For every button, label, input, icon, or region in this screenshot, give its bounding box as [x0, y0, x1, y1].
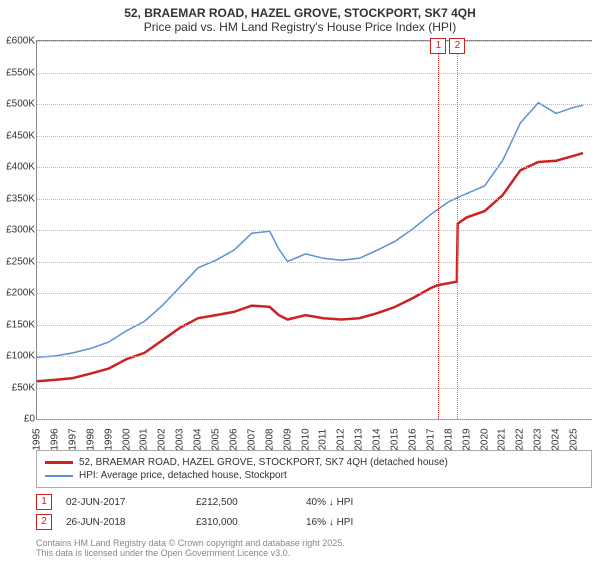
x-axis-label: 1998: [85, 428, 96, 450]
event-row: 2 26-JUN-2018£310,00016% ↓ HPI: [36, 514, 592, 530]
legend: 52, BRAEMAR ROAD, HAZEL GROVE, STOCKPORT…: [36, 450, 592, 488]
x-axis-label: 2003: [175, 428, 186, 450]
gridline: [37, 325, 592, 326]
title-line2: Price paid vs. HM Land Registry's House …: [0, 20, 600, 34]
y-axis-label: £300K: [3, 225, 35, 236]
legend-swatch: [45, 461, 73, 464]
chart-container: 52, BRAEMAR ROAD, HAZEL GROVE, STOCKPORT…: [0, 0, 600, 558]
y-axis-label: £200K: [3, 288, 35, 299]
x-axis-label: 2000: [121, 428, 132, 450]
legend-swatch: [45, 475, 73, 477]
series-line-price_paid: [37, 153, 583, 381]
x-axis-label: 2020: [479, 428, 490, 450]
y-axis-label: £100K: [3, 351, 35, 362]
x-axis-label: 2002: [157, 428, 168, 450]
x-axis-label: 1995: [32, 428, 43, 450]
legend-label: HPI: Average price, detached house, Stoc…: [79, 470, 287, 481]
event-date: 26-JUN-2018: [66, 517, 196, 528]
x-axis-label: 2013: [354, 428, 365, 450]
y-axis-label: £150K: [3, 319, 35, 330]
x-axis-label: 2019: [461, 428, 472, 450]
gridline: [37, 356, 592, 357]
x-axis-label: 2023: [533, 428, 544, 450]
x-axis-label: 1999: [103, 428, 114, 450]
event-delta: 40% ↓ HPI: [306, 497, 353, 508]
y-axis-label: £350K: [3, 193, 35, 204]
x-axis-label: 2008: [264, 428, 275, 450]
x-axis-label: 1996: [49, 428, 60, 450]
legend-row: HPI: Average price, detached house, Stoc…: [45, 470, 583, 481]
gridline: [37, 293, 592, 294]
x-axis-label: 2021: [497, 428, 508, 450]
event-badge: 1: [36, 494, 52, 510]
x-axis-label: 2016: [407, 428, 418, 450]
gridline: [37, 167, 592, 168]
x-axis-label: 1997: [67, 428, 78, 450]
gridline: [37, 419, 592, 420]
x-axis-label: 2018: [443, 428, 454, 450]
event-price: £310,000: [196, 517, 306, 528]
gridline: [37, 199, 592, 200]
gridline: [37, 41, 592, 42]
x-axis-label: 2009: [282, 428, 293, 450]
x-axis-label: 2024: [551, 428, 562, 450]
event-table: 1 02-JUN-2017£212,50040% ↓ HPI 2 26-JUN-201…: [36, 494, 592, 530]
gridline: [37, 262, 592, 263]
y-axis-label: £50K: [3, 382, 35, 393]
event-marker-badge: 2: [449, 38, 465, 54]
footnote-line2: This data is licensed under the Open Gov…: [36, 548, 592, 558]
x-axis-label: 2025: [569, 428, 580, 450]
x-axis-label: 2012: [336, 428, 347, 450]
x-axis-label: 2007: [246, 428, 257, 450]
x-axis-label: 2022: [515, 428, 526, 450]
legend-row: 52, BRAEMAR ROAD, HAZEL GROVE, STOCKPORT…: [45, 457, 583, 468]
x-axis-label: 2014: [372, 428, 383, 450]
x-axis-label: 2011: [318, 429, 329, 451]
x-axis-label: 2010: [300, 428, 311, 450]
event-marker-line: [457, 41, 458, 419]
y-axis-label: £500K: [3, 99, 35, 110]
footnote: Contains HM Land Registry data © Crown c…: [36, 538, 592, 558]
y-axis-label: £0: [3, 414, 35, 425]
y-axis-label: £550K: [3, 67, 35, 78]
event-date: 02-JUN-2017: [66, 497, 196, 508]
y-axis-label: £600K: [3, 36, 35, 47]
event-price: £212,500: [196, 497, 306, 508]
x-axis-label: 2015: [390, 428, 401, 450]
y-axis-label: £450K: [3, 130, 35, 141]
legend-label: 52, BRAEMAR ROAD, HAZEL GROVE, STOCKPORT…: [79, 457, 448, 468]
x-axis-label: 2005: [211, 428, 222, 450]
x-axis-label: 2017: [425, 428, 436, 450]
chart-title: 52, BRAEMAR ROAD, HAZEL GROVE, STOCKPORT…: [0, 0, 600, 36]
gridline: [37, 73, 592, 74]
event-row: 1 02-JUN-2017£212,50040% ↓ HPI: [36, 494, 592, 510]
x-axis-label: 2004: [193, 428, 204, 450]
gridline: [37, 104, 592, 105]
gridline: [37, 230, 592, 231]
plot-area: £0£50K£100K£150K£200K£250K£300K£350K£400…: [36, 40, 592, 420]
x-axis-label: 2006: [228, 428, 239, 450]
x-axis-label: 2001: [139, 428, 150, 450]
event-marker-badge: 1: [430, 38, 446, 54]
y-axis-label: £400K: [3, 162, 35, 173]
gridline: [37, 388, 592, 389]
event-badge: 2: [36, 514, 52, 530]
event-marker-line: [438, 41, 439, 419]
y-axis-label: £250K: [3, 256, 35, 267]
event-delta: 16% ↓ HPI: [306, 517, 353, 528]
footnote-line1: Contains HM Land Registry data © Crown c…: [36, 538, 592, 548]
title-line1: 52, BRAEMAR ROAD, HAZEL GROVE, STOCKPORT…: [0, 6, 600, 20]
gridline: [37, 136, 592, 137]
